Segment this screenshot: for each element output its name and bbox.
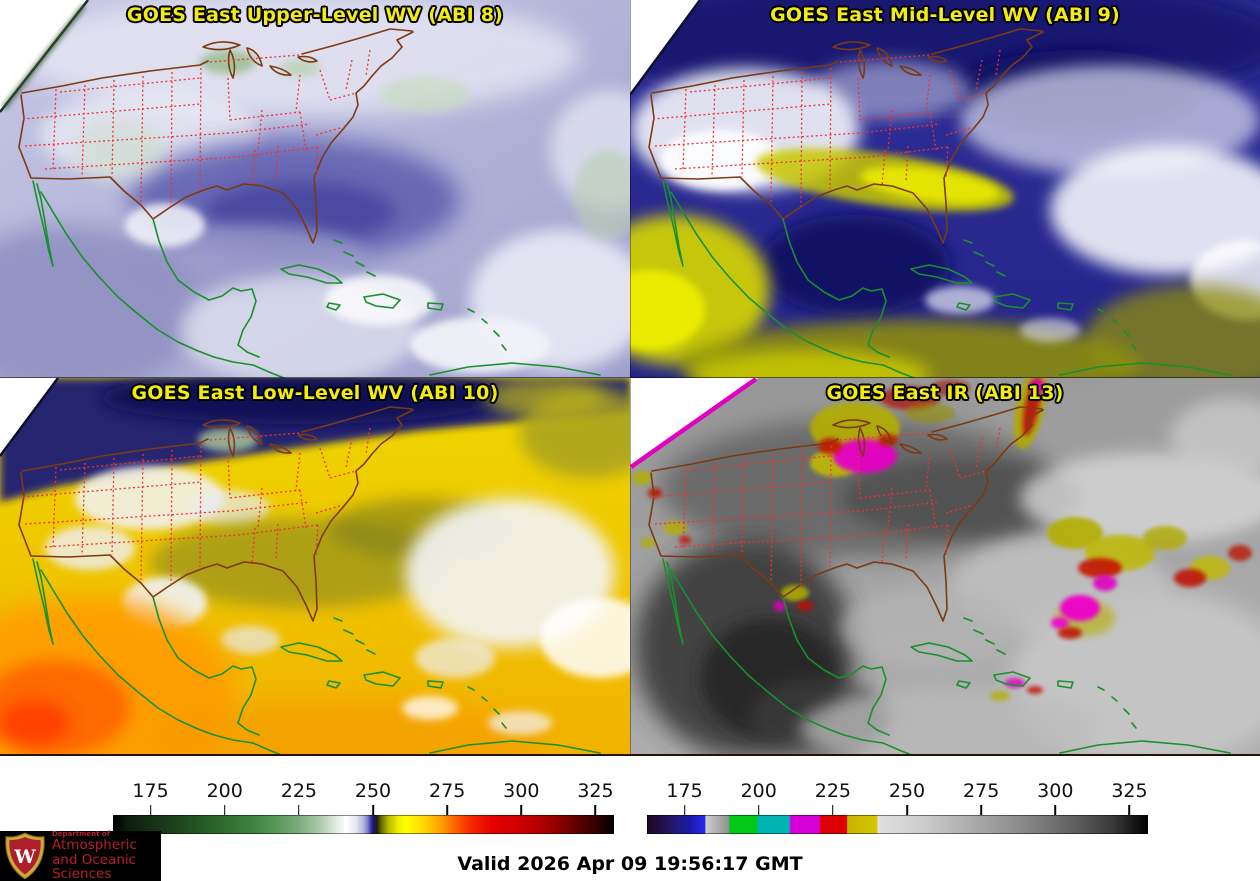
panel-mid-level-wv: GOES East Mid-Level WV (ABI 9)	[630, 0, 1260, 378]
wv-tick-mark	[446, 805, 448, 815]
aos-department-logo: W Department of Atmospheric and Oceanic …	[0, 830, 161, 881]
ir-tick-label: 200	[740, 780, 777, 802]
ir-tick-label: 300	[1037, 780, 1074, 802]
wv-tick-mark	[149, 805, 152, 815]
ir-tick-label: 225	[814, 780, 851, 802]
panel-upper-level-wv: GOES East Upper-Level WV (ABI 8)	[0, 0, 630, 378]
uw-crest-icon: W	[5, 832, 45, 880]
wv-tick-label: 200	[206, 780, 243, 802]
ir-tick-label: 250	[888, 780, 926, 802]
wv-tick-label: 225	[280, 780, 317, 802]
ir-tick-label: 275	[963, 780, 1000, 802]
ir-tick-mark	[980, 805, 982, 815]
ir-tick-mark	[1128, 805, 1131, 815]
ir-colorbar-gradient	[647, 815, 1148, 834]
logo-dept-line: Department of	[52, 830, 110, 839]
wv-tick-label: 175	[132, 780, 169, 802]
panel-title-abi13: GOES East IR (ABI 13)	[826, 382, 1064, 404]
colorbar-infrared: 175 200 225 250 275 300 325	[647, 780, 1148, 834]
panel-title-abi10: GOES East Low-Level WV (ABI 10)	[131, 382, 499, 404]
wv-tick-mark	[298, 805, 300, 815]
panel-row-divider	[0, 377, 1260, 378]
ir-tick-label: 325	[1111, 780, 1148, 802]
upper-level-wv-image	[0, 0, 630, 378]
logo-text: Department of Atmospheric and Oceanic Sc…	[52, 830, 161, 881]
ir-tick-mark	[832, 805, 834, 815]
logo-oceanic-line: and Oceanic Sciences	[52, 851, 137, 881]
panel-title-abi9: GOES East Mid-Level WV (ABI 9)	[770, 4, 1120, 26]
panel-bottom-edge	[0, 754, 1260, 756]
wv-tick-label: 325	[577, 780, 614, 802]
panel-title-abi8: GOES East Upper-Level WV (ABI 8)	[126, 4, 504, 26]
ir-tick-mark	[906, 805, 908, 815]
colorbar-water-vapor: 175 200 225 250 275 300 325	[113, 780, 614, 834]
ir-tick-label: 175	[666, 780, 703, 802]
panel-ir: GOES East IR (ABI 13)	[630, 378, 1260, 756]
ir-tick-mark	[757, 805, 760, 815]
mid-level-wv-image	[630, 0, 1260, 378]
ir-image	[630, 378, 1260, 756]
wv-tick-label: 275	[429, 780, 466, 802]
wv-tick-mark	[372, 805, 374, 815]
low-level-wv-image	[0, 378, 630, 756]
wv-tick-label: 250	[354, 780, 392, 802]
wv-tick-mark	[223, 805, 226, 815]
panel-low-level-wv: GOES East Low-Level WV (ABI 10)	[0, 378, 630, 756]
wv-tick-mark	[520, 805, 523, 815]
crest-letter: W	[13, 846, 36, 868]
logo-atmospheric-line: Atmospheric	[52, 837, 137, 854]
ir-tick-mark	[1054, 805, 1057, 815]
valid-timestamp: Valid 2026 Apr 09 19:56:17 GMT	[457, 853, 803, 875]
wv-tick-label: 300	[503, 780, 540, 802]
panel-column-divider	[630, 0, 631, 756]
wv-colorbar-gradient	[113, 815, 614, 834]
wv-tick-mark	[594, 805, 597, 815]
ir-tick-mark	[683, 805, 686, 815]
